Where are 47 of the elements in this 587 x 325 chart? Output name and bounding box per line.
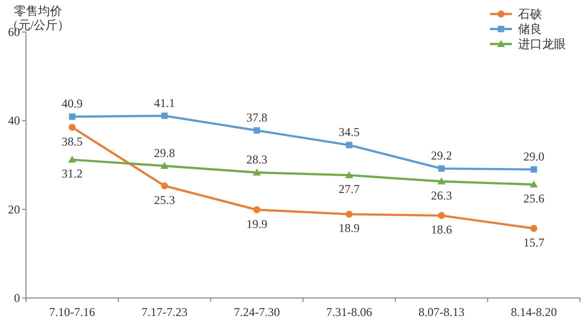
point — [345, 171, 354, 178]
point — [530, 166, 538, 173]
point — [346, 142, 352, 148]
point — [68, 113, 76, 120]
point — [438, 212, 445, 220]
point — [68, 124, 76, 131]
data-label: 25.3 — [154, 192, 175, 207]
x-tick-label: 7.10-7.16 — [49, 305, 96, 319]
y-tick-label: 40 — [8, 114, 20, 128]
data-label: 18.6 — [431, 222, 452, 237]
point — [161, 182, 168, 190]
data-label: 37.8 — [246, 110, 268, 124]
data-label: 29.0 — [523, 149, 544, 164]
legend-label: 储良 — [518, 22, 542, 36]
data-label: 15.7 — [523, 235, 544, 250]
data-label: 40.9 — [62, 96, 83, 111]
x-tick-label: 7.24-7.30 — [234, 305, 280, 319]
data-label: 41.1 — [154, 96, 175, 110]
point — [254, 127, 260, 134]
point — [252, 168, 261, 176]
data-label: 31.2 — [62, 166, 83, 181]
data-label: 38.5 — [62, 134, 83, 148]
data-label: 19.9 — [246, 216, 268, 231]
point — [253, 206, 260, 214]
data-label: 34.5 — [338, 125, 360, 140]
data-label: 26.3 — [431, 188, 452, 202]
point — [438, 177, 446, 184]
y-tick-label: 20 — [8, 202, 20, 216]
data-label: 29.2 — [431, 148, 452, 163]
point — [161, 112, 168, 119]
point — [346, 210, 353, 218]
point — [160, 162, 168, 169]
x-tick-label: 7.17-7.23 — [142, 305, 188, 319]
x-tick-label: 8.07-8.13 — [418, 305, 464, 319]
point — [530, 224, 538, 232]
point — [68, 156, 76, 163]
data-label: 18.9 — [338, 221, 360, 236]
x-tick-label: 7.31-8.06 — [326, 305, 372, 319]
x-tick-label: 8.14-8.20 — [510, 305, 557, 319]
data-label: 29.8 — [154, 146, 175, 160]
y-tick-label: 0 — [14, 291, 20, 305]
data-label: 27.7 — [338, 182, 360, 196]
data-label: 28.3 — [246, 152, 268, 167]
point — [530, 180, 538, 188]
data-label: 25.6 — [523, 192, 544, 206]
legend-label: 石硖 — [518, 7, 542, 21]
legend-label: 进口龙眼 — [518, 37, 566, 51]
